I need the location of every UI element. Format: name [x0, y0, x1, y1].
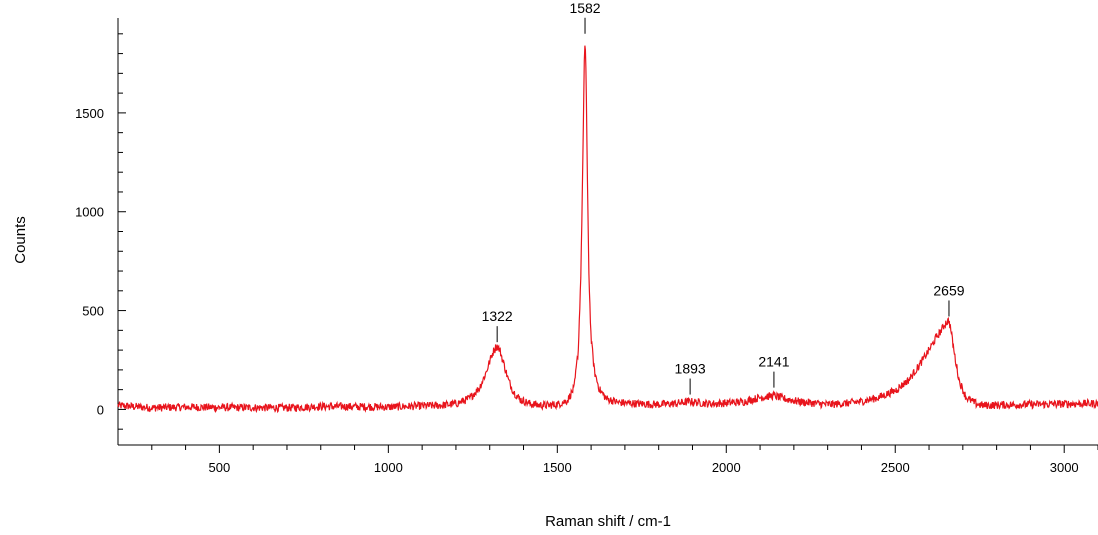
- y-tick-label: 1000: [75, 205, 104, 220]
- y-tick-label: 1500: [75, 106, 104, 121]
- peak-label: 1893: [675, 361, 706, 377]
- peak-annotations: 1322 1582 1893 2141 2659: [482, 0, 965, 395]
- y-tick-label: 500: [82, 304, 104, 319]
- peak-label: 1322: [482, 308, 513, 324]
- peak-label: 2141: [758, 354, 789, 370]
- x-tick-label: 1500: [543, 460, 572, 475]
- x-tick-label: 1000: [374, 460, 403, 475]
- spectrum-line: [117, 45, 1098, 414]
- y-axis-title: Counts: [12, 216, 29, 264]
- x-tick-label: 2000: [712, 460, 741, 475]
- peak-label: 2659: [933, 282, 964, 298]
- x-axis: 500 1000 1500 2000 2500 3000: [118, 444, 1098, 475]
- y-axis: 0 500 1000 1500: [75, 18, 126, 445]
- x-tick-label: 2500: [881, 460, 910, 475]
- peak-label: 1582: [569, 0, 600, 16]
- x-tick-label: 3000: [1050, 460, 1079, 475]
- x-axis-title: Raman shift / cm-1: [545, 513, 671, 530]
- x-tick-label: 500: [209, 460, 231, 475]
- y-tick-label: 0: [97, 402, 104, 417]
